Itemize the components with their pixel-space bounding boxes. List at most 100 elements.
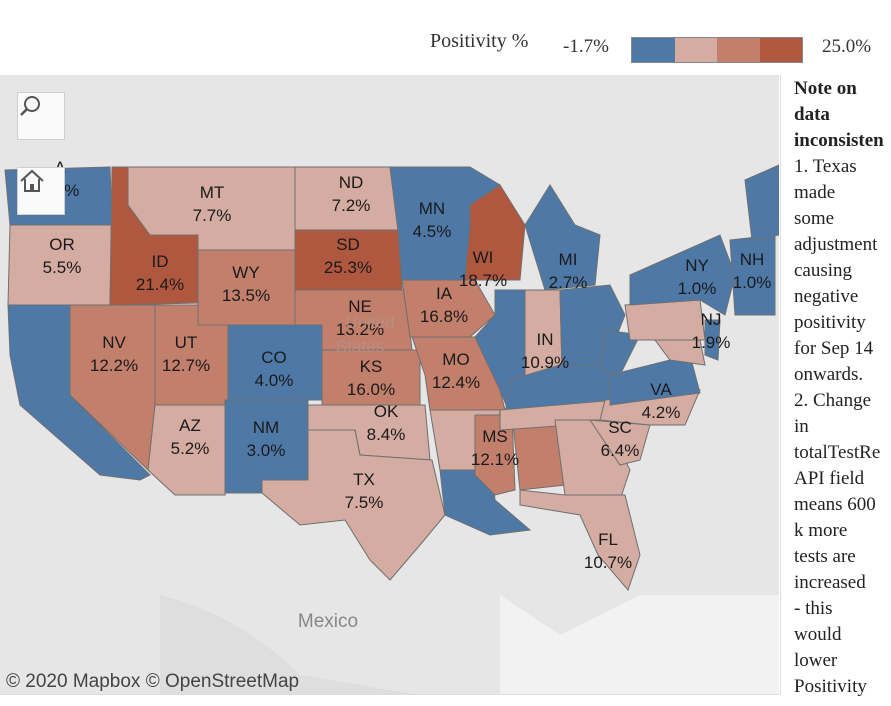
note-title-line: data	[794, 104, 830, 125]
note-panel: Note on data inconsisten 1. Texas made s…	[794, 76, 891, 696]
note-line: means 600	[794, 494, 876, 515]
state-label-sd: SD	[336, 235, 360, 254]
note-line: causing	[794, 260, 853, 281]
state-value-va: 4.2%	[642, 403, 681, 422]
state-value-or: 5.5%	[43, 258, 82, 277]
state-tx[interactable]	[261, 429, 446, 581]
state-label-ne: NE	[348, 297, 372, 316]
state-az[interactable]	[147, 404, 226, 496]
note-line: 2. Change	[794, 390, 872, 411]
state-value-nd: 7.2%	[332, 196, 371, 215]
legend-min-label: -1.7%	[563, 36, 609, 57]
note-line: increased	[794, 572, 866, 593]
search-button[interactable]	[17, 92, 65, 140]
state-value-ms: 12.1%	[471, 450, 519, 469]
note-line: for Sep 14	[794, 338, 874, 359]
state-value-az: 5.2%	[171, 439, 210, 458]
state-value-wy: 13.5%	[222, 286, 270, 305]
note-line: some	[794, 208, 835, 229]
home-button[interactable]	[17, 167, 65, 215]
state-label-in: IN	[537, 330, 554, 349]
note-line: adjustment	[794, 234, 878, 255]
state-value-wi: 18.7%	[459, 271, 507, 290]
state-wi[interactable]	[464, 184, 526, 281]
state-value-ks: 16.0%	[347, 380, 395, 399]
state-va[interactable]	[609, 354, 701, 406]
state-ny[interactable]	[629, 234, 736, 316]
state-me[interactable]	[744, 164, 779, 241]
state-label-mo: MO	[442, 350, 469, 369]
map-bottom-border	[0, 694, 779, 695]
state-label-ut: UT	[175, 333, 198, 352]
state-label-nv: NV	[102, 333, 126, 352]
state-label-nj: NJ	[701, 310, 722, 329]
note-line: totalTestRe	[794, 442, 881, 463]
state-label-ia: IA	[436, 284, 453, 303]
state-label-wi: WI	[473, 248, 494, 267]
legend-color-bar	[631, 37, 803, 63]
state-value-ny: 1.0%	[678, 279, 717, 298]
note-line: in	[794, 416, 809, 437]
search-icon	[20, 96, 40, 116]
state-value-ia: 16.8%	[420, 307, 468, 326]
state-value-co: 4.0%	[255, 371, 294, 390]
legend-swatch-1	[632, 38, 675, 62]
note-line: Positivity	[794, 676, 867, 696]
state-label-va: VA	[650, 380, 672, 399]
note-line: lower	[794, 650, 838, 671]
legend-swatch-4	[759, 38, 802, 62]
state-label-nd: ND	[339, 173, 364, 192]
state-md[interactable]	[654, 339, 706, 366]
note-line: negative	[794, 286, 859, 307]
note-line: onwards.	[794, 364, 864, 385]
state-fl[interactable]	[519, 489, 641, 591]
gulf-water	[500, 595, 779, 695]
state-label-or: OR	[49, 235, 75, 254]
state-value-nh: 1.0%	[733, 273, 772, 292]
legend-max-label: 25.0%	[822, 36, 872, 57]
state-value-sd: 25.3%	[324, 258, 372, 277]
legend-swatch-2	[674, 38, 717, 62]
country-label-mexico: Mexico	[298, 611, 358, 632]
note-title-line: inconsisten	[794, 130, 884, 151]
note-line: would	[794, 624, 842, 645]
state-value-fl: 10.7%	[584, 553, 632, 572]
note-line: positivity	[794, 312, 866, 333]
state-value-ok: 8.4%	[367, 425, 406, 444]
state-value-nm: 3.0%	[247, 441, 286, 460]
state-label-nm: NM	[253, 418, 279, 437]
state-label-tx: TX	[353, 470, 375, 489]
mexico-land	[160, 595, 420, 695]
note-title-line: Note on	[794, 78, 857, 99]
note-line: k more	[794, 520, 848, 541]
state-label-mn: MN	[419, 199, 445, 218]
state-ia[interactable]	[401, 279, 496, 338]
overlay-label-states: States	[336, 337, 384, 356]
state-label-az: AZ	[179, 416, 201, 435]
state-value-ne: 13.2%	[336, 320, 384, 339]
state-label-fl: FL	[598, 530, 618, 549]
note-line: - this	[794, 598, 833, 619]
state-nj[interactable]	[704, 319, 721, 361]
map-attribution[interactable]: © 2020 Mapbox © OpenStreetMap	[6, 671, 300, 692]
state-value-ut: 12.7%	[162, 356, 210, 375]
note-line: tests are	[794, 546, 856, 567]
map-canvas[interactable]: A3.7%OR5.5%ID21.4%NV12.2%MT7.7%WY13.5%UT…	[0, 75, 779, 695]
state-label-mt: MT	[200, 183, 225, 202]
note-body: 1. Texas made some adjustment causing ne…	[794, 154, 891, 696]
note-line: made	[794, 182, 836, 203]
state-value-in: 10.9%	[521, 353, 569, 372]
state-value-id: 21.4%	[136, 275, 184, 294]
state-label-sc: SC	[608, 418, 632, 437]
state-wv[interactable]	[599, 329, 641, 376]
state-label-co: CO	[261, 348, 287, 367]
state-value-sc: 6.4%	[601, 441, 640, 460]
state-label-ks: KS	[360, 357, 383, 376]
choropleth-map[interactable]: A3.7%OR5.5%ID21.4%NV12.2%MT7.7%WY13.5%UT…	[0, 75, 779, 695]
state-label-id: ID	[152, 252, 169, 271]
note-line: API field	[794, 468, 865, 489]
state-label-ms: MS	[482, 427, 508, 446]
state-value-nj: 1.9%	[692, 333, 731, 352]
state-label-mi: MI	[559, 250, 578, 269]
state-label-ok: OK	[374, 402, 399, 421]
